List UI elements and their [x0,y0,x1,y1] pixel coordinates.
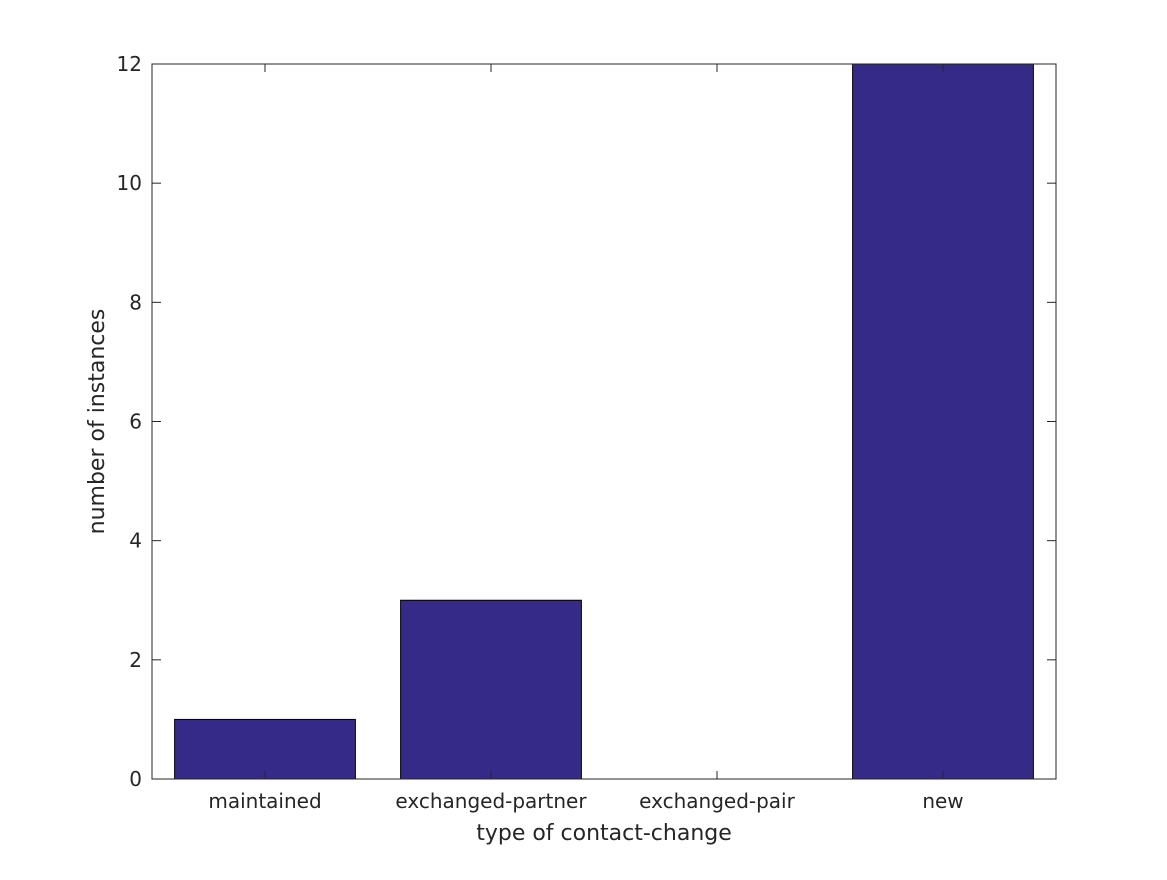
x-tick-label: new [922,789,963,813]
x-tick-label: maintained [208,789,321,813]
bar-maintained [174,718,356,780]
y-tick-label: 4 [129,529,142,553]
x-tick-labels: maintained exchanged-partner exchanged-pai… [208,789,963,813]
y-axis-label: number of instances [85,309,110,535]
y-tick-label: 0 [129,767,142,791]
axes-box [151,63,1057,780]
y-tick-label: 12 [117,52,142,76]
y-tick-label: 2 [129,648,142,672]
y-tick-label: 10 [117,171,142,195]
bar-exchanged-partner [400,599,582,780]
bar-new [852,63,1034,780]
x-tick-label: exchanged-partner [395,789,587,813]
x-tick-label: exchanged-pair [639,789,795,813]
x-axis-label: type of contact-change [476,821,732,846]
y-tick-labels: 0 2 4 6 8 10 12 [117,52,142,791]
y-tick-label: 6 [129,410,142,434]
y-tick-label: 8 [129,290,142,314]
bars-group [174,63,1034,780]
